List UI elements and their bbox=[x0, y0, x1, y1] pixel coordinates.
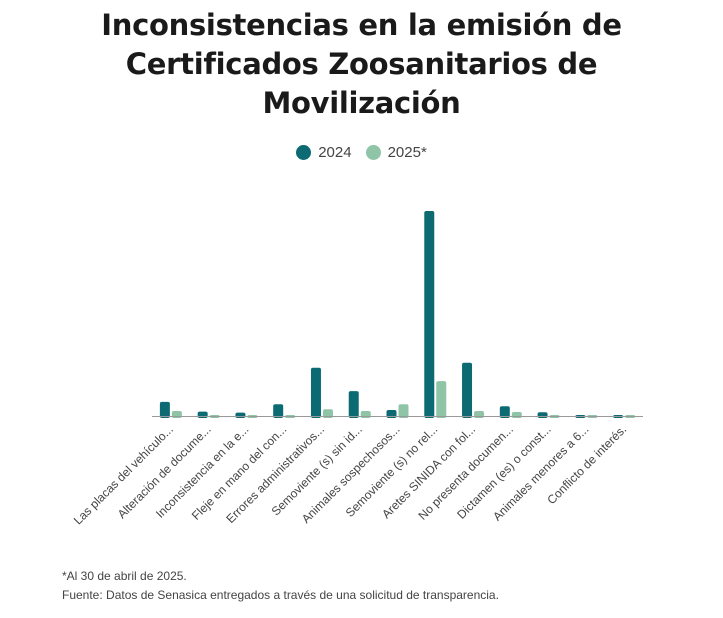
bar-2024-3[interactable] bbox=[273, 404, 284, 418]
legend: 2024 2025* bbox=[0, 144, 723, 161]
legend-swatch-2025 bbox=[365, 145, 381, 160]
bar-2024-1[interactable] bbox=[197, 411, 208, 418]
bar-2025-9[interactable] bbox=[511, 411, 522, 418]
bar-2024-0[interactable] bbox=[159, 401, 170, 418]
bar-2024-9[interactable] bbox=[499, 406, 510, 418]
legend-label-2025: 2025* bbox=[387, 144, 427, 161]
bar-2025-7[interactable] bbox=[436, 381, 447, 418]
bar-2024-6[interactable] bbox=[386, 409, 397, 418]
bar-2024-8[interactable] bbox=[462, 362, 473, 418]
legend-item-2024[interactable]: 2024 bbox=[296, 144, 352, 161]
chart-title: Inconsistencias en la emisión de Certifi… bbox=[101, 8, 622, 120]
footnote-source: Fuente: Datos de Senasica entregados a t… bbox=[62, 588, 499, 602]
legend-swatch-2024 bbox=[296, 145, 312, 160]
bar-2024-2[interactable] bbox=[235, 412, 246, 418]
footnotes: *Al 30 de abril de 2025. Fuente: Datos d… bbox=[62, 567, 499, 605]
bar-2024-5[interactable] bbox=[348, 391, 359, 418]
bar-2025-6[interactable] bbox=[398, 404, 409, 418]
bar-2024-7[interactable] bbox=[424, 211, 435, 418]
legend-label-2024: 2024 bbox=[318, 144, 352, 161]
bar-2025-4[interactable] bbox=[322, 409, 333, 418]
footnote-date: *Al 30 de abril de 2025. bbox=[62, 569, 187, 583]
legend-item-2025[interactable]: 2025* bbox=[365, 144, 427, 161]
bar-2024-4[interactable] bbox=[310, 367, 321, 418]
bar-2024-10[interactable] bbox=[537, 412, 548, 418]
